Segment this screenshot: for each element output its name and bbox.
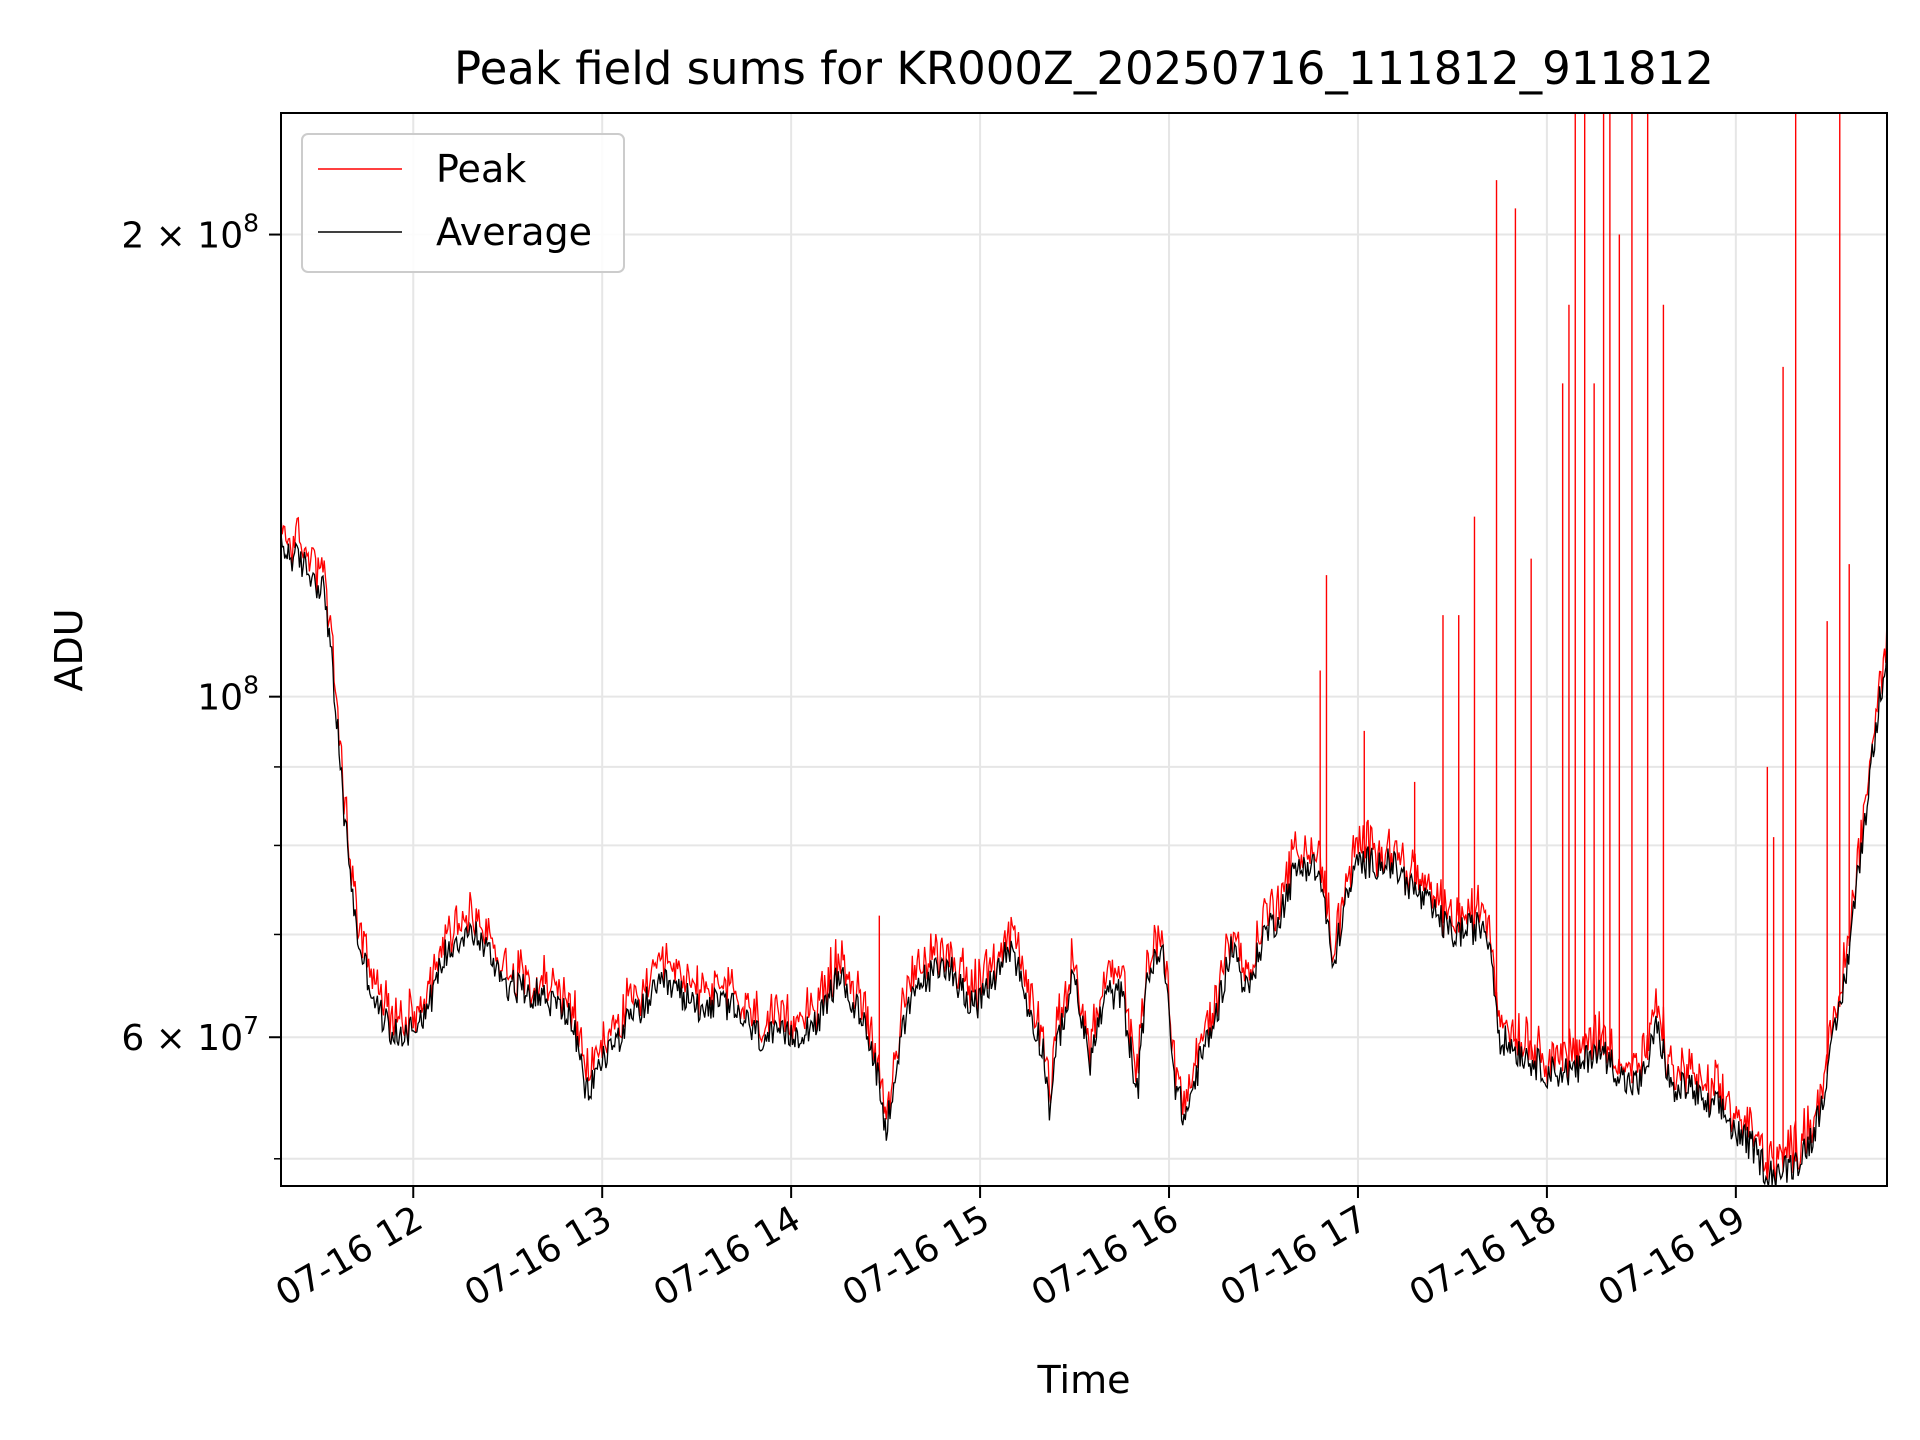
series-layer bbox=[281, 113, 1887, 1186]
y-tick-label: 2 × 108 bbox=[121, 209, 259, 257]
chart-title: Peak field sums for KR000Z_20250716_1118… bbox=[454, 42, 1714, 95]
legend-peak-label: Peak bbox=[436, 147, 526, 191]
y-tick-label: 6 × 107 bbox=[121, 1011, 259, 1059]
y-axis-label: ADU bbox=[47, 608, 91, 691]
y-tick-label: 108 bbox=[197, 671, 259, 719]
plot-area bbox=[281, 113, 1887, 1186]
legend-average-label: Average bbox=[436, 210, 592, 254]
x-axis-label: Time bbox=[1037, 1358, 1131, 1402]
legend: Peak Average bbox=[301, 133, 625, 273]
plot-frame bbox=[280, 112, 1888, 1187]
average-series-line bbox=[281, 533, 1887, 1186]
y-axis: 6 × 107 108 2 × 108 bbox=[121, 209, 281, 1160]
